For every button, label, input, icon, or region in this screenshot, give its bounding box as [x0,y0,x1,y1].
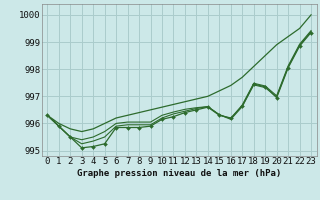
X-axis label: Graphe pression niveau de la mer (hPa): Graphe pression niveau de la mer (hPa) [77,169,281,178]
